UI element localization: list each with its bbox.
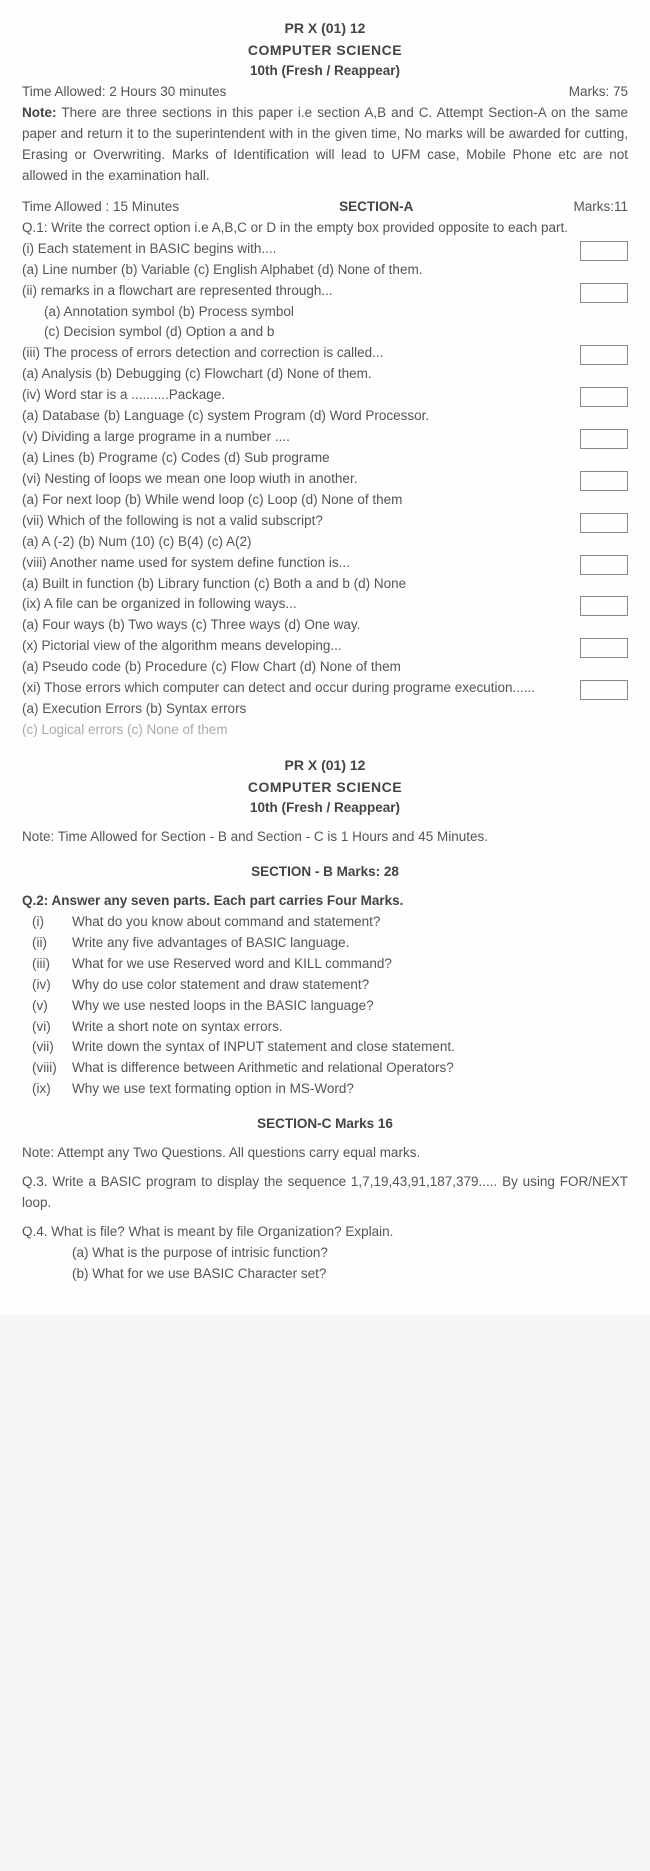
question-line: (iii) The process of errors detection an… — [22, 343, 628, 364]
part-number: (vii) — [22, 1037, 72, 1058]
section-b-parts: (i)What do you know about command and st… — [22, 912, 628, 1100]
section-bc-note: Note: Time Allowed for Section - B and S… — [22, 827, 628, 848]
q4b-text: (b) What for we use BASIC Character set? — [22, 1264, 628, 1285]
q1-instruction: Q.1: Write the correct option i.e A,B,C … — [22, 218, 628, 239]
note-text: There are three sections in this paper i… — [22, 105, 628, 183]
options-line: (a) Database (b) Language (c) system Pro… — [22, 406, 628, 427]
part-row: (vi)Write a short note on syntax errors. — [22, 1017, 628, 1038]
q4a-text: (a) What is the purpose of intrisic func… — [22, 1243, 628, 1264]
part-text: Write any five advantages of BASIC langu… — [72, 933, 628, 954]
options-line: (a) Pseudo code (b) Procedure (c) Flow C… — [22, 657, 628, 678]
section-b-title: SECTION - B Marks: 28 — [22, 862, 628, 883]
options-line: (a) Analysis (b) Debugging (c) Flowchart… — [22, 364, 628, 385]
part-text: What is difference between Arithmetic an… — [72, 1058, 628, 1079]
answer-box[interactable] — [580, 387, 628, 407]
answer-box[interactable] — [580, 429, 628, 449]
section-a-items: (i) Each statement in BASIC begins with.… — [22, 239, 628, 741]
time-allowed: Time Allowed: 2 Hours 30 minutes — [22, 82, 226, 103]
options-line: (a) A (-2) (b) Num (10) (c) B(4) (c) A(2… — [22, 532, 628, 553]
grade-line: 10th (Fresh / Reappear) — [22, 61, 628, 82]
options-line: (a) Execution Errors (b) Syntax errors — [22, 699, 628, 720]
question-line: (v) Dividing a large programe in a numbe… — [22, 427, 628, 448]
answer-box[interactable] — [580, 638, 628, 658]
part-row: (ii)Write any five advantages of BASIC l… — [22, 933, 628, 954]
part-text: What for we use Reserved word and KILL c… — [72, 954, 628, 975]
part-number: (vi) — [22, 1017, 72, 1038]
total-marks: Marks: 75 — [569, 82, 628, 103]
q2-instruction: Q.2: Answer any seven parts. Each part c… — [22, 891, 628, 912]
note-label: Note: — [22, 105, 57, 120]
options-line: (a) Built in function (b) Library functi… — [22, 574, 628, 595]
part-number: (i) — [22, 912, 72, 933]
part-text: Write a short note on syntax errors. — [72, 1017, 628, 1038]
time-marks-row: Time Allowed: 2 Hours 30 minutes Marks: … — [22, 82, 628, 103]
options-line: (a) Annotation symbol (b) Process symbol — [22, 302, 628, 323]
section-a-label: SECTION-A — [339, 197, 413, 218]
part-text: Write down the syntax of INPUT statement… — [72, 1037, 628, 1058]
exam-paper: PR X (01) 12 COMPUTER SCIENCE 10th (Fres… — [0, 0, 650, 1315]
q3-text: Q.3. Write a BASIC program to display th… — [22, 1172, 628, 1214]
answer-box[interactable] — [580, 283, 628, 303]
part-row: (ix)Why we use text formating option in … — [22, 1079, 628, 1100]
answer-box[interactable] — [580, 680, 628, 700]
part-number: (v) — [22, 996, 72, 1017]
question-line: (vi) Nesting of loops we mean one loop w… — [22, 469, 628, 490]
part-number: (iii) — [22, 954, 72, 975]
answer-box[interactable] — [580, 513, 628, 533]
note-block: Note: There are three sections in this p… — [22, 103, 628, 187]
answer-box[interactable] — [580, 471, 628, 491]
part-number: (iv) — [22, 975, 72, 996]
part-text: Why do use color statement and draw stat… — [72, 975, 628, 996]
part-row: (v)Why we use nested loops in the BASIC … — [22, 996, 628, 1017]
part-row: (iv)Why do use color statement and draw … — [22, 975, 628, 996]
section-a-time: Time Allowed : 15 Minutes — [22, 197, 179, 218]
section-a-header: Time Allowed : 15 Minutes SECTION-A Mark… — [22, 197, 628, 218]
part-number: (ii) — [22, 933, 72, 954]
question-line: (xi) Those errors which computer can det… — [22, 678, 628, 699]
question-line: (i) Each statement in BASIC begins with.… — [22, 239, 628, 260]
options-line: (a) Lines (b) Programe (c) Codes (d) Sub… — [22, 448, 628, 469]
section-c-title: SECTION-C Marks 16 — [22, 1114, 628, 1135]
answer-box[interactable] — [580, 596, 628, 616]
options-line: (c) Logical errors (c) None of them — [22, 720, 628, 741]
part-row: (iii)What for we use Reserved word and K… — [22, 954, 628, 975]
subject-title: COMPUTER SCIENCE — [22, 40, 628, 62]
answer-box[interactable] — [580, 345, 628, 365]
part-row: (i)What do you know about command and st… — [22, 912, 628, 933]
section-c-note: Note: Attempt any Two Questions. All que… — [22, 1143, 628, 1164]
options-line: (c) Decision symbol (d) Option a and b — [22, 322, 628, 343]
paper-code: PR X (01) 12 — [22, 18, 628, 40]
question-line: (ii) remarks in a flowchart are represen… — [22, 281, 628, 302]
question-line: (ix) A file can be organized in followin… — [22, 594, 628, 615]
part-number: (viii) — [22, 1058, 72, 1079]
grade-line-2: 10th (Fresh / Reappear) — [22, 798, 628, 819]
part-text: Why we use text formating option in MS-W… — [72, 1079, 628, 1100]
question-line: (x) Pictorial view of the algorithm mean… — [22, 636, 628, 657]
question-line: (viii) Another name used for system defi… — [22, 553, 628, 574]
subject-title-2: COMPUTER SCIENCE — [22, 777, 628, 799]
answer-box[interactable] — [580, 555, 628, 575]
part-row: (vii)Write down the syntax of INPUT stat… — [22, 1037, 628, 1058]
question-line: (vii) Which of the following is not a va… — [22, 511, 628, 532]
options-line: (a) Line number (b) Variable (c) English… — [22, 260, 628, 281]
part-text: What do you know about command and state… — [72, 912, 628, 933]
part-row: (viii)What is difference between Arithme… — [22, 1058, 628, 1079]
part-text: Why we use nested loops in the BASIC lan… — [72, 996, 628, 1017]
options-line: (a) Four ways (b) Two ways (c) Three way… — [22, 615, 628, 636]
question-line: (iv) Word star is a ..........Package. — [22, 385, 628, 406]
part-number: (ix) — [22, 1079, 72, 1100]
q4-text: Q.4. What is file? What is meant by file… — [22, 1222, 628, 1243]
paper-code-2: PR X (01) 12 — [22, 755, 628, 777]
options-line: (a) For next loop (b) While wend loop (c… — [22, 490, 628, 511]
section-a-marks: Marks:11 — [573, 197, 628, 218]
answer-box[interactable] — [580, 241, 628, 261]
